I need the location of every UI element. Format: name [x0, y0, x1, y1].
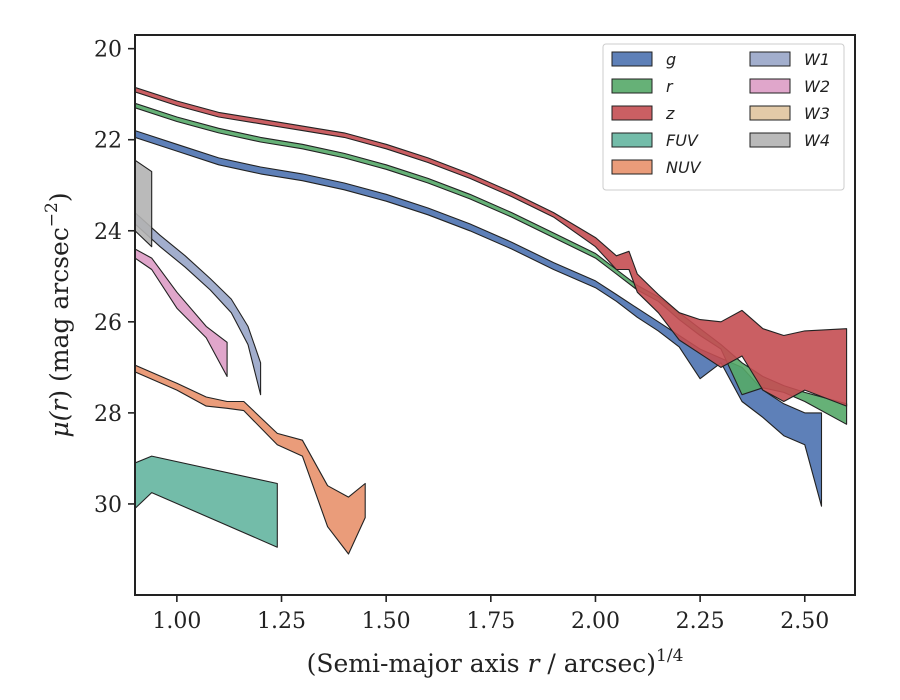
legend-label-nuv: NUV — [666, 158, 702, 177]
x-tick-label: 1.25 — [257, 609, 306, 634]
plot-frame — [134, 34, 856, 596]
legend-swatch-nuv — [611, 159, 653, 175]
legend-swatch-w3 — [749, 105, 791, 121]
legend-swatch-fuv — [611, 132, 653, 148]
legend-swatch-w4 — [749, 132, 791, 148]
band-nuv — [135, 364, 366, 555]
legend-label-w2: W2 — [804, 77, 830, 96]
y-axis-label: μ(r) (mag arcsec−2) — [42, 192, 74, 437]
legend-label-fuv: FUV — [666, 131, 699, 150]
band-r — [135, 102, 848, 425]
legend-swatch-w1 — [749, 51, 791, 67]
legend-label-r: r — [666, 77, 674, 96]
band-fuv — [135, 455, 278, 548]
legend-swatch-r — [611, 78, 653, 94]
legend-label-w4: W4 — [804, 131, 830, 150]
y-tick-label: 30 — [94, 493, 122, 518]
legend-swatch-z — [611, 105, 653, 121]
x-tick-label: 2.25 — [676, 609, 725, 634]
legend-swatch-w2 — [749, 78, 791, 94]
y-tick-label: 20 — [94, 38, 122, 63]
legend: grz FUV NUV W1 W2 W3 W4 — [602, 43, 845, 191]
legend-label-w1: W1 — [804, 50, 830, 69]
legend-label-w3: W3 — [804, 104, 830, 123]
legend-label-z: z — [665, 104, 675, 123]
y-tick-label: 28 — [94, 402, 122, 427]
series-bands — [135, 86, 848, 555]
y-ticks: 20 22 24 26 28 30 — [94, 38, 135, 518]
x-tick-label: 1.50 — [362, 609, 411, 634]
legend-label-g: g — [666, 50, 676, 69]
x-tick-label: 1.75 — [466, 609, 515, 634]
band-g — [135, 130, 823, 507]
y-tick-label: 22 — [94, 129, 122, 154]
band-w4 — [135, 159, 153, 248]
x-ticks: 1.00 1.25 1.50 1.75 2.00 2.25 2.50 — [152, 595, 829, 634]
x-tick-label: 2.50 — [780, 609, 829, 634]
band-z — [135, 86, 848, 407]
legend-swatch-g — [611, 51, 653, 67]
x-axis-label: (Semi-major axis r / arcsec)1/4 — [307, 646, 684, 678]
x-tick-label: 2.00 — [571, 609, 620, 634]
band-w2 — [135, 248, 228, 378]
x-tick-label: 1.00 — [152, 609, 201, 634]
y-tick-label: 26 — [94, 311, 122, 336]
y-tick-label: 24 — [94, 220, 122, 245]
